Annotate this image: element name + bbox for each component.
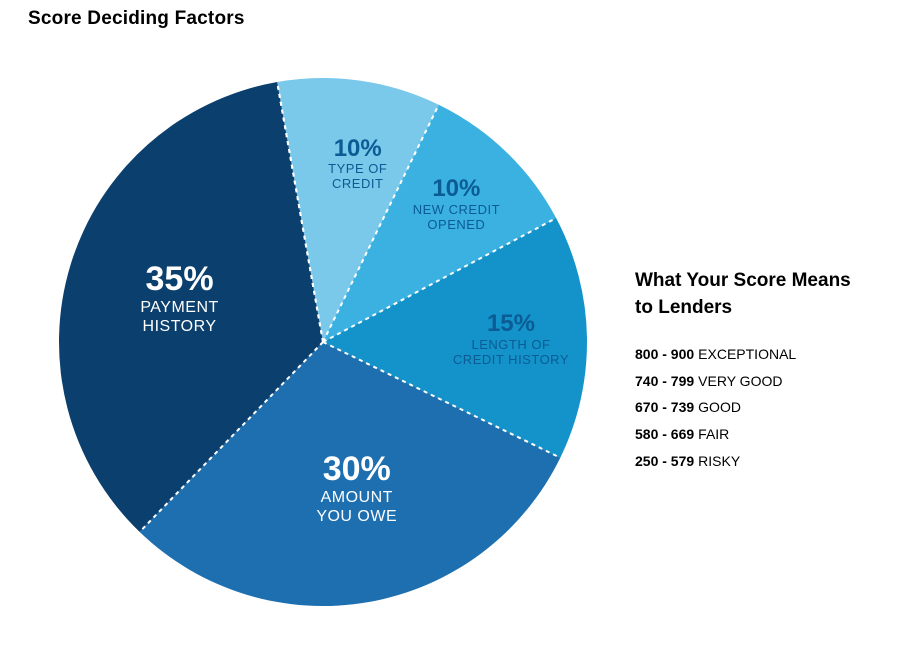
legend-word: FAIR	[698, 426, 729, 442]
legend-range: 740 - 799	[635, 373, 694, 389]
legend-word: RISKY	[698, 453, 740, 469]
legend-range: 250 - 579	[635, 453, 694, 469]
legend-row: 800 - 900EXCEPTIONAL	[635, 341, 885, 368]
page-title: Score Deciding Factors	[28, 8, 245, 30]
legend-row: 580 - 669FAIR	[635, 421, 885, 448]
legend-range: 670 - 739	[635, 399, 694, 415]
legend-list: 800 - 900EXCEPTIONAL740 - 799VERY GOOD67…	[635, 341, 885, 474]
legend-range: 800 - 900	[635, 346, 694, 362]
legend-word: VERY GOOD	[698, 373, 782, 389]
legend-row: 740 - 799VERY GOOD	[635, 368, 885, 395]
score-factors-pie: 10%TYPE OF CREDIT10%NEW CREDIT OPENED15%…	[48, 44, 598, 634]
legend-row: 250 - 579RISKY	[635, 448, 885, 475]
legend-row: 670 - 739GOOD	[635, 394, 885, 421]
legend-word: EXCEPTIONAL	[698, 346, 796, 362]
score-legend: What Your Score Means to Lenders 800 - 9…	[635, 268, 885, 474]
legend-word: GOOD	[698, 399, 741, 415]
legend-title: What Your Score Means to Lenders	[635, 268, 885, 321]
legend-range: 580 - 669	[635, 426, 694, 442]
